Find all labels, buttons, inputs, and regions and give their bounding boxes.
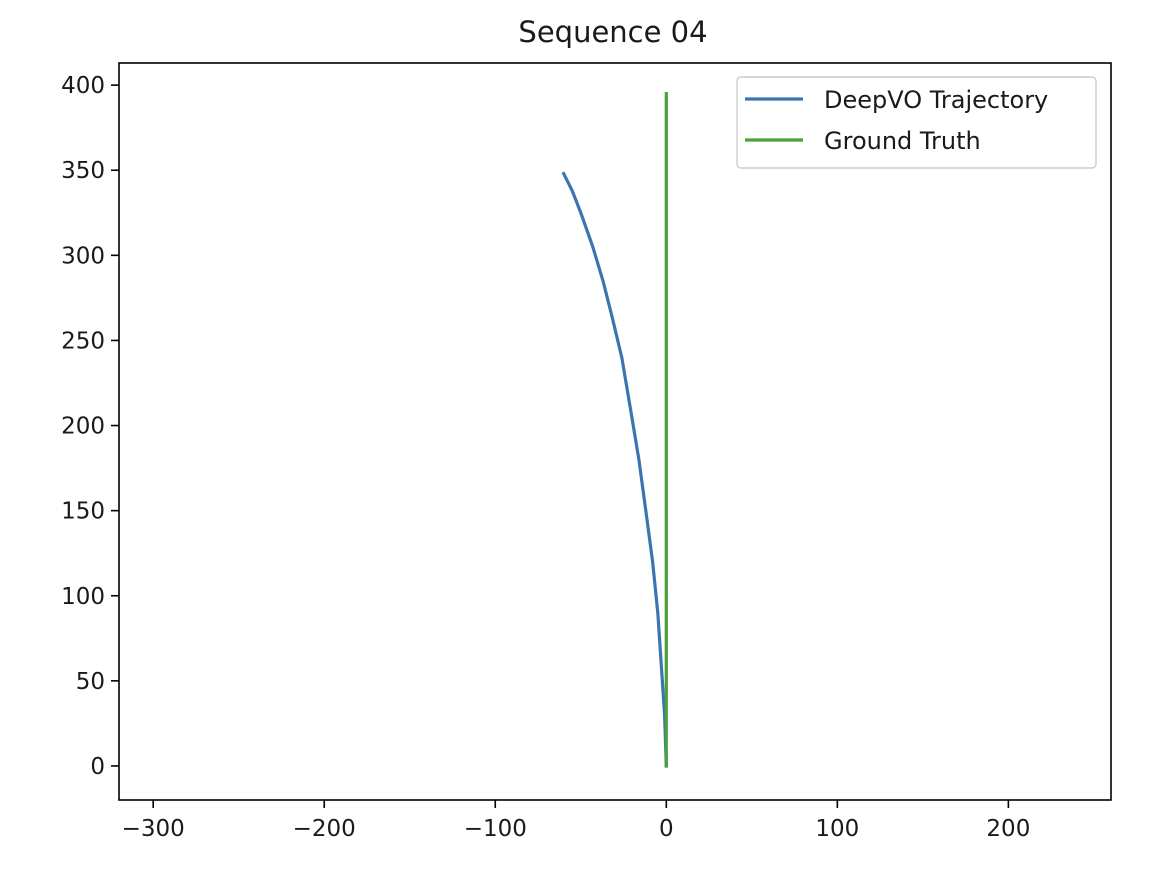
y-tick-label: 150 xyxy=(61,499,105,525)
x-tick-label: −300 xyxy=(122,816,185,842)
legend-label: Ground Truth xyxy=(824,127,981,155)
y-tick-label: 250 xyxy=(61,328,105,354)
x-tick-label: 0 xyxy=(659,816,674,842)
x-tick-label: 100 xyxy=(815,816,859,842)
y-axis: 0 50 100 150 200 250 300 350 400 xyxy=(61,73,119,780)
y-tick-label: 200 xyxy=(61,414,105,440)
legend: DeepVO Trajectory Ground Truth xyxy=(736,76,1097,169)
legend-label: DeepVO Trajectory xyxy=(824,86,1048,114)
y-tick-label: 50 xyxy=(76,669,105,695)
x-tick-label: −200 xyxy=(293,816,356,842)
series-line-deepvo-trajectory xyxy=(561,171,668,768)
y-tick-label: 400 xyxy=(61,73,105,99)
legend-box xyxy=(736,76,1097,169)
chart-title: Sequence 04 xyxy=(518,15,707,49)
plot-area xyxy=(118,62,1112,801)
y-tick-label: 350 xyxy=(61,158,105,184)
y-tick-label: 300 xyxy=(61,243,105,269)
series-layer xyxy=(561,91,668,768)
y-tick-label: 0 xyxy=(90,754,105,780)
x-axis: −300 −200 −100 0 100 200 xyxy=(122,800,1030,842)
x-tick-label: −100 xyxy=(464,816,527,842)
y-tick-label: 100 xyxy=(61,584,105,610)
x-tick-label: 200 xyxy=(986,816,1030,842)
